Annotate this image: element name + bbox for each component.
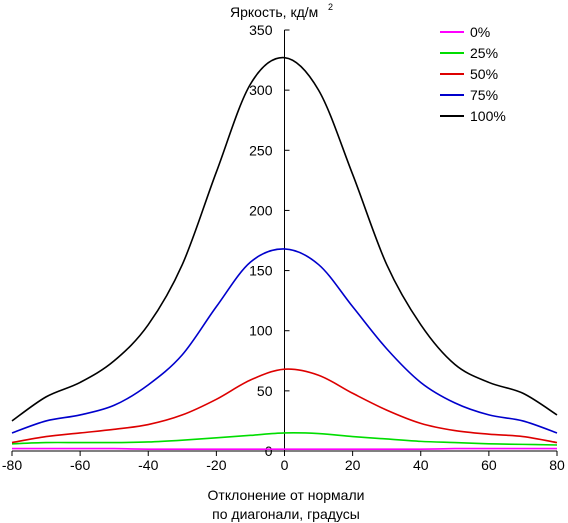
x-axis: -80 -60 -40 -20 0 20 40 60 80 bbox=[2, 450, 565, 473]
x-tick-label: 80 bbox=[549, 457, 565, 473]
series-layer bbox=[11, 56, 558, 451]
y-tick-label: 0 bbox=[265, 443, 273, 459]
y-tick-label: 200 bbox=[249, 202, 273, 218]
y-tick-label: 150 bbox=[249, 263, 273, 279]
y-tick-label: 50 bbox=[257, 383, 273, 399]
y-axis: 0 50 100 150 200 250 300 350 bbox=[249, 22, 290, 459]
x-tick-label: -20 bbox=[206, 457, 226, 473]
legend-label: 75% bbox=[470, 87, 498, 103]
x-tick-label: 0 bbox=[281, 457, 289, 473]
chart-title-superscript: 2 bbox=[328, 2, 333, 12]
x-axis-label-line1: Отклонение от нормали bbox=[208, 487, 365, 503]
legend-label: 50% bbox=[470, 66, 498, 82]
x-tick-label: -60 bbox=[70, 457, 90, 473]
x-tick-label: -40 bbox=[138, 457, 158, 473]
x-tick-label: 60 bbox=[481, 457, 497, 473]
chart-title: Яркость, кд/м 2 bbox=[230, 2, 333, 20]
y-tick-label: 250 bbox=[249, 142, 273, 158]
series-line-25pct bbox=[11, 432, 558, 446]
series-line-0pct bbox=[11, 447, 557, 451]
chart-title-text: Яркость, кд/м bbox=[230, 4, 318, 20]
y-tick-label: 100 bbox=[249, 323, 273, 339]
x-tick-label: 20 bbox=[345, 457, 361, 473]
x-axis-label-line2: по диагонали, градусы bbox=[212, 506, 360, 522]
legend-label: 0% bbox=[470, 24, 490, 40]
x-tick-label: 40 bbox=[413, 457, 429, 473]
legend: 0% 25% 50% 75% 100% bbox=[440, 24, 506, 124]
series-line-50pct bbox=[11, 368, 558, 444]
series-line-100pct bbox=[11, 56, 558, 422]
legend-label: 100% bbox=[470, 108, 506, 124]
x-tick-label: -80 bbox=[2, 457, 22, 473]
series-line-75pct bbox=[11, 248, 558, 434]
y-tick-label: 300 bbox=[249, 82, 273, 98]
legend-label: 25% bbox=[470, 45, 498, 61]
y-tick-label: 350 bbox=[249, 22, 273, 38]
